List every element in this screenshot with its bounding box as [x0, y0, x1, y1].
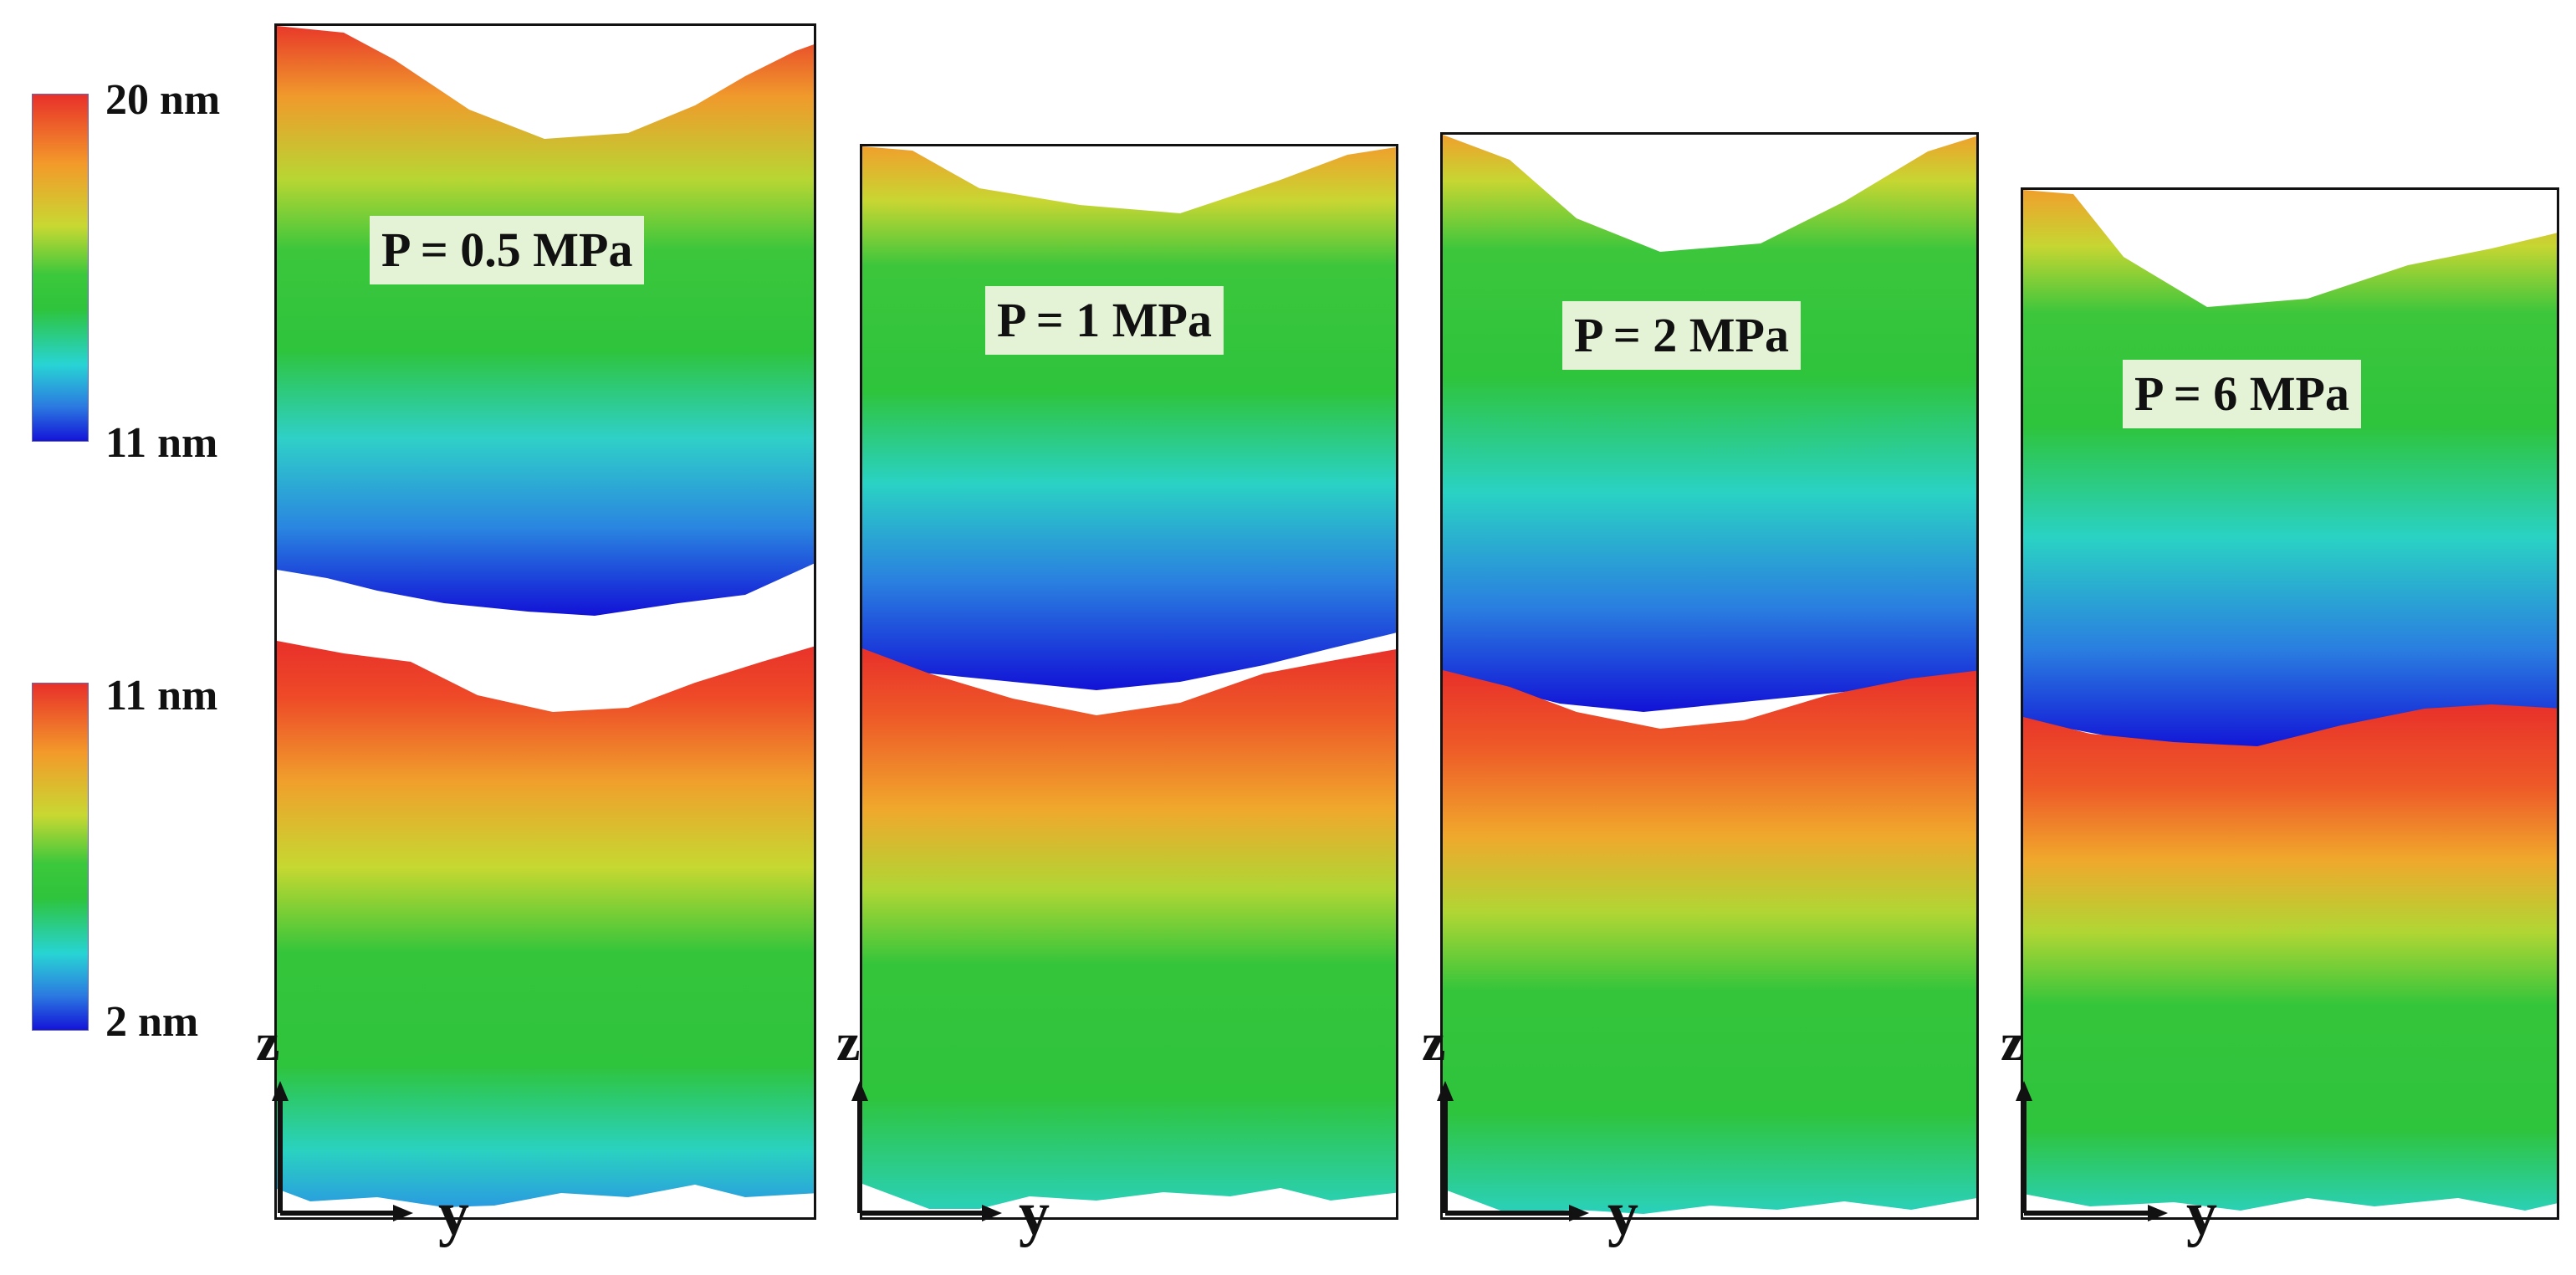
colorbar-upper-top-label: 20 nm — [105, 76, 221, 124]
simulation-panel-2mpa — [1440, 132, 1979, 1220]
colorbar-upper — [32, 94, 89, 442]
axis-arrows-icon — [272, 1081, 413, 1221]
axis-indicator-1mpa: z y — [836, 1012, 1054, 1263]
z-axis-label: z — [2001, 1012, 2025, 1072]
z-axis-label: z — [256, 1012, 280, 1072]
particle-rendering — [862, 146, 1396, 1217]
axis-arrows-icon — [851, 1081, 1002, 1221]
particle-rendering — [1443, 135, 1976, 1217]
particle-rendering — [277, 26, 814, 1207]
y-axis-label: y — [1019, 1180, 1050, 1248]
axis-indicator-0.5mpa: z y — [251, 1012, 469, 1263]
y-axis-label: y — [2186, 1180, 2217, 1248]
simulation-panel-6mpa — [2021, 187, 2559, 1220]
z-axis-label: z — [836, 1012, 861, 1072]
colorbar-lower-bottom-label: 2 nm — [105, 998, 199, 1046]
colorbar-lower — [32, 683, 89, 1031]
z-axis-label: z — [1422, 1012, 1446, 1072]
axis-indicator-6mpa: z y — [2001, 1012, 2218, 1263]
axis-indicator-2mpa: z y — [1422, 1012, 1639, 1263]
simulation-panel-1mpa — [860, 144, 1398, 1220]
y-axis-label: y — [1607, 1180, 1638, 1248]
panel-label-0.5mpa: P = 0.5 MPa — [370, 216, 645, 284]
panel-label-6mpa: P = 6 MPa — [2123, 360, 2361, 428]
colorbar-lower-top-label: 11 nm — [105, 672, 218, 719]
panel-label-2mpa: P = 2 MPa — [1562, 301, 1801, 370]
axis-arrows-icon — [1437, 1081, 1589, 1221]
axis-arrows-icon — [2016, 1081, 2168, 1221]
simulation-panel-0.5mpa — [274, 23, 816, 1220]
particle-rendering — [2023, 190, 2557, 1217]
colorbar-upper-bottom-label: 11 nm — [105, 419, 218, 467]
y-axis-label: y — [438, 1180, 469, 1248]
panel-label-1mpa: P = 1 MPa — [985, 286, 1224, 355]
